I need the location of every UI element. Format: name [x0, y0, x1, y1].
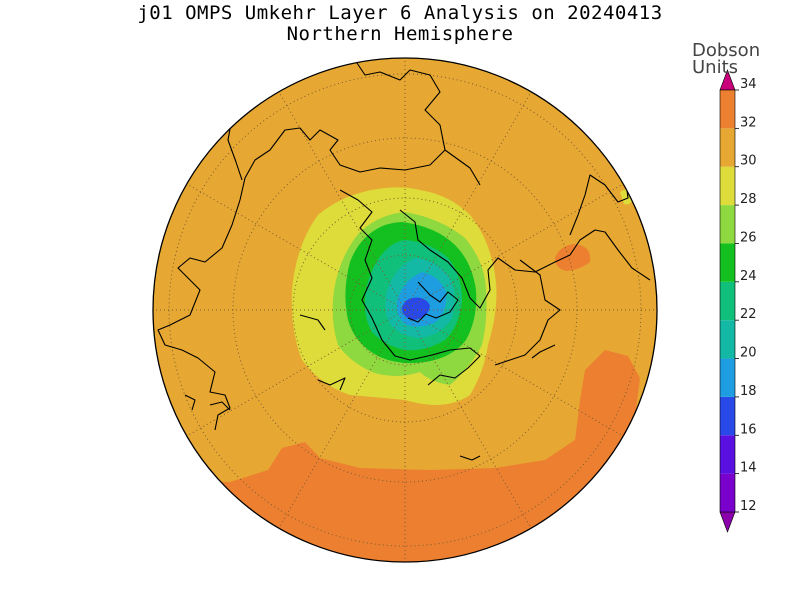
colorbar-tick-label: 24: [740, 269, 757, 284]
colorbar-tick-label: 28: [740, 192, 757, 207]
colorbar-tick-label: 18: [740, 384, 757, 399]
colorbar-segment-18: [720, 358, 735, 397]
colorbar-title-line2: Units: [692, 57, 739, 78]
ozone-region-32-small: [555, 244, 591, 271]
globe-border: [152, 57, 658, 563]
colorbar-segment-22: [720, 281, 735, 321]
map-subtitle: Northern Hemisphere: [286, 23, 514, 45]
colorbar-tick-label: 22: [740, 307, 757, 322]
colorbar-tick-label: 30: [740, 154, 757, 169]
colorbar-tick-label: 20: [740, 346, 757, 361]
colorbar-title-line1: Dobson: [692, 40, 761, 61]
colorbar-tick-label: 16: [740, 422, 757, 437]
colorbar-segment-14: [720, 435, 735, 474]
colorbar-tick-label: 26: [740, 230, 757, 245]
colorbar-segment-12: [720, 473, 735, 512]
colorbar-tick-label: 12: [740, 499, 757, 514]
graticule-lines: [153, 58, 657, 562]
colorbar-segment-16: [720, 396, 735, 436]
colorbar-under-triangle: [719, 511, 736, 533]
colorbar-tick-label: 32: [740, 115, 757, 130]
ozone-region-32: [153, 350, 640, 562]
colorbar-segment-24: [720, 243, 735, 282]
colorbar-tick-label: 34: [740, 77, 757, 92]
colorbar-segment-26: [720, 205, 735, 244]
colorbar-segment-32: [720, 90, 735, 129]
colorbar-segment-20: [720, 320, 735, 359]
colorbar: 12 14 16 18 20 22 24 26 28 30 32 34: [719, 69, 757, 533]
ozone-region-16: [402, 297, 430, 320]
map-fill-group: [153, 58, 657, 562]
colorbar-segment-28: [720, 166, 735, 206]
colorbar-frame: [719, 89, 736, 513]
colorbar-segment-30: [720, 128, 735, 167]
map-title: j01 OMPS Umkehr Layer 6 Analysis on 2024…: [137, 2, 663, 24]
colorbar-tick-label: 14: [740, 461, 757, 476]
